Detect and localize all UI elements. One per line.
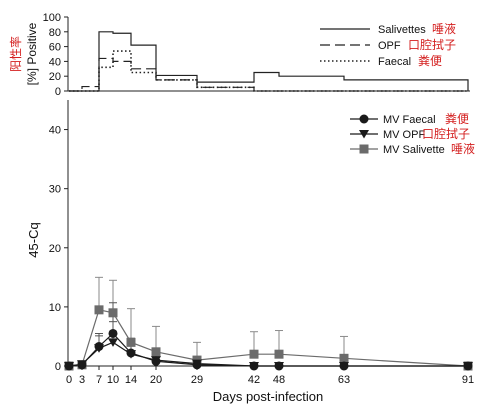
top-series-salivettes (69, 31, 469, 92)
bottom-x-tick-label: 7 (96, 374, 102, 386)
top-series-lines (69, 31, 469, 92)
bottom-legend-label-opf: MV OPF (383, 129, 425, 141)
bottom-legend-label-faecal: MV Faecal (383, 114, 436, 126)
bottom-x-tick-label: 10 (107, 374, 119, 386)
point-mv-salivette (151, 347, 161, 357)
bottom-x-tick-label: 29 (191, 374, 203, 386)
bottom-y-tick-label: 40 (49, 125, 61, 137)
point-mv-faecal (77, 360, 87, 370)
bottom-legend-marker-faecal (359, 114, 369, 124)
bottom-y-ticks: 0 10 20 30 40 (49, 125, 68, 373)
top-y-tick-label: 60 (49, 42, 61, 54)
bottom-x-tick-label: 63 (338, 374, 350, 386)
point-mv-faecal (151, 356, 161, 366)
bottom-legend-cn-opf: 口腔拭子 (422, 126, 470, 141)
point-mv-salivette (108, 308, 118, 318)
bottom-x-tick-label: 0 (66, 374, 72, 386)
bottom-y-tick-label: 10 (49, 302, 61, 314)
bottom-x-ticks: 0 3 7 10 14 20 29 42 48 63 91 (66, 366, 474, 386)
bottom-y-tick-label: 30 (49, 184, 61, 196)
bottom-legend-marker-opf (359, 130, 369, 139)
point-mv-salivette (274, 349, 284, 359)
point-mv-faecal (94, 341, 104, 351)
top-y-axis-label-cn: 阳性率 (8, 36, 23, 72)
bottom-legend-cn-salivette: 唾液 (451, 141, 475, 156)
top-y-tick-label: 80 (49, 27, 61, 39)
top-legend: Salivettes 唾液 OPF 口腔拭子 Faecal 粪便 (320, 21, 456, 68)
bottom-x-tick-label: 48 (273, 374, 285, 386)
bottom-legend-cn-faecal: 粪便 (445, 112, 469, 126)
bottom-x-tick-label: 14 (125, 374, 137, 386)
bottom-x-tick-label: 20 (150, 374, 162, 386)
bottom-legend-marker-salivette (359, 144, 369, 154)
bottom-legend: MV Faecal 粪便 MV OPF 口腔拭子 MV Salivette 唾液 (350, 112, 475, 156)
point-mv-salivette (339, 353, 349, 363)
top-y-tick-label: 20 (49, 71, 61, 83)
point-mv-opf (108, 338, 118, 347)
top-legend-label-opf: OPF (378, 40, 401, 52)
bottom-y-axis-label: 45-Cq (26, 222, 41, 257)
top-legend-cn-faecal: 粪便 (418, 54, 442, 68)
bottom-x-axis-label: Days post-infection (213, 389, 324, 404)
bottom-y-tick-label: 0 (55, 361, 61, 373)
bottom-x-tick-label: 3 (79, 374, 85, 386)
bottom-x-tick-label: 42 (248, 374, 260, 386)
point-mv-faecal (64, 361, 74, 371)
point-mv-faecal (274, 361, 284, 371)
top-legend-label-faecal: Faecal (378, 56, 411, 68)
top-legend-label-salivettes: Salivettes (378, 24, 426, 36)
top-legend-cn-opf: 口腔拭子 (408, 37, 456, 52)
bottom-x-tick-label: 91 (462, 374, 474, 386)
top-series-opf (69, 57, 468, 92)
point-mv-salivette (94, 305, 104, 315)
top-series-faecal (69, 50, 468, 92)
point-mv-salivette (126, 337, 136, 347)
top-y-tick-label: 100 (43, 12, 61, 24)
bottom-legend-label-salivette: MV Salivette (383, 144, 445, 156)
point-mv-faecal (192, 360, 202, 370)
point-mv-faecal (108, 328, 118, 338)
point-mv-salivette (249, 349, 259, 359)
top-y-tick-label: 40 (49, 56, 61, 68)
top-panel: 0 20 40 60 80 100 [%] Positive 阳性率 Salivettes… (8, 12, 470, 98)
top-y-axis-label: [%] Positive (25, 22, 39, 85)
top-y-tick-label: 0 (55, 86, 61, 98)
point-mv-faecal (126, 348, 136, 358)
point-mv-faecal (339, 361, 349, 371)
top-y-ticks: 0 20 40 60 80 100 (43, 12, 68, 98)
point-mv-faecal (249, 361, 259, 371)
bottom-y-tick-label: 20 (49, 243, 61, 255)
bottom-series-markers (64, 305, 473, 371)
top-legend-cn-salivettes: 唾液 (432, 21, 456, 36)
point-mv-faecal (463, 361, 473, 371)
